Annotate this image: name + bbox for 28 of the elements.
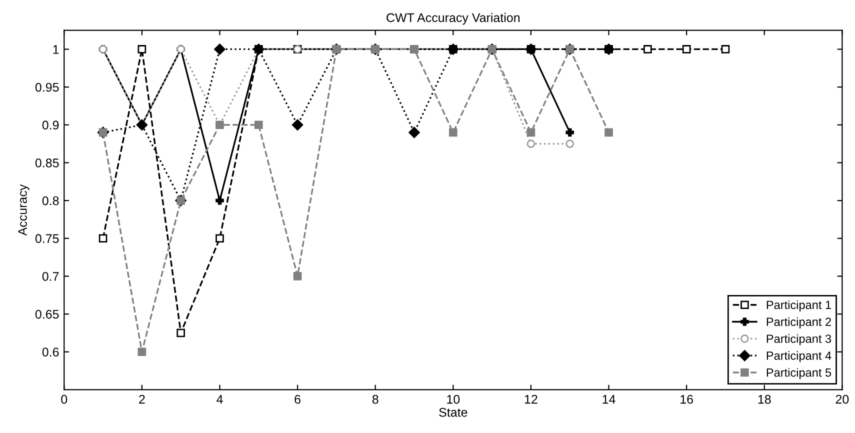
legend-label: Participant 1: [766, 300, 831, 312]
x-tick-label: 12: [524, 394, 538, 404]
y-tick-label: 0.85: [35, 158, 59, 168]
x-tick-label: 2: [139, 394, 145, 404]
x-tick-label: 8: [372, 394, 378, 404]
y-tick-label: 0.65: [35, 310, 59, 319]
y-tick-label: 0.95: [35, 82, 59, 92]
y-tick-label: 0.7: [42, 272, 59, 281]
x-tick-label: 18: [758, 394, 771, 404]
legend-label: Participant 2: [766, 317, 831, 328]
y-tick-label: 0.8: [42, 196, 59, 206]
x-axis-title: State: [439, 408, 468, 417]
legend-label: Participant 3: [766, 334, 832, 346]
y-tick-label: 0.9: [42, 120, 59, 130]
y-tick-label: 1: [53, 45, 59, 54]
x-tick-label: 6: [294, 394, 300, 404]
x-tick-label: 16: [680, 394, 693, 404]
legend-label: Participant 5: [766, 368, 832, 380]
x-tick-label: 14: [602, 395, 616, 404]
y-tick-label: 0.6: [42, 348, 59, 357]
legend-label: Participant 4: [766, 351, 832, 362]
x-tick-label: 4: [216, 395, 223, 404]
x-tick-label: 0: [61, 394, 68, 404]
chart-title: CWT Accuracy Variation: [386, 12, 520, 25]
y-axis-title: Accuracy: [18, 184, 30, 236]
y-tick-label: 0.75: [35, 234, 59, 244]
x-tick-label: 10: [447, 394, 460, 404]
x-tick-label: 20: [836, 394, 849, 404]
